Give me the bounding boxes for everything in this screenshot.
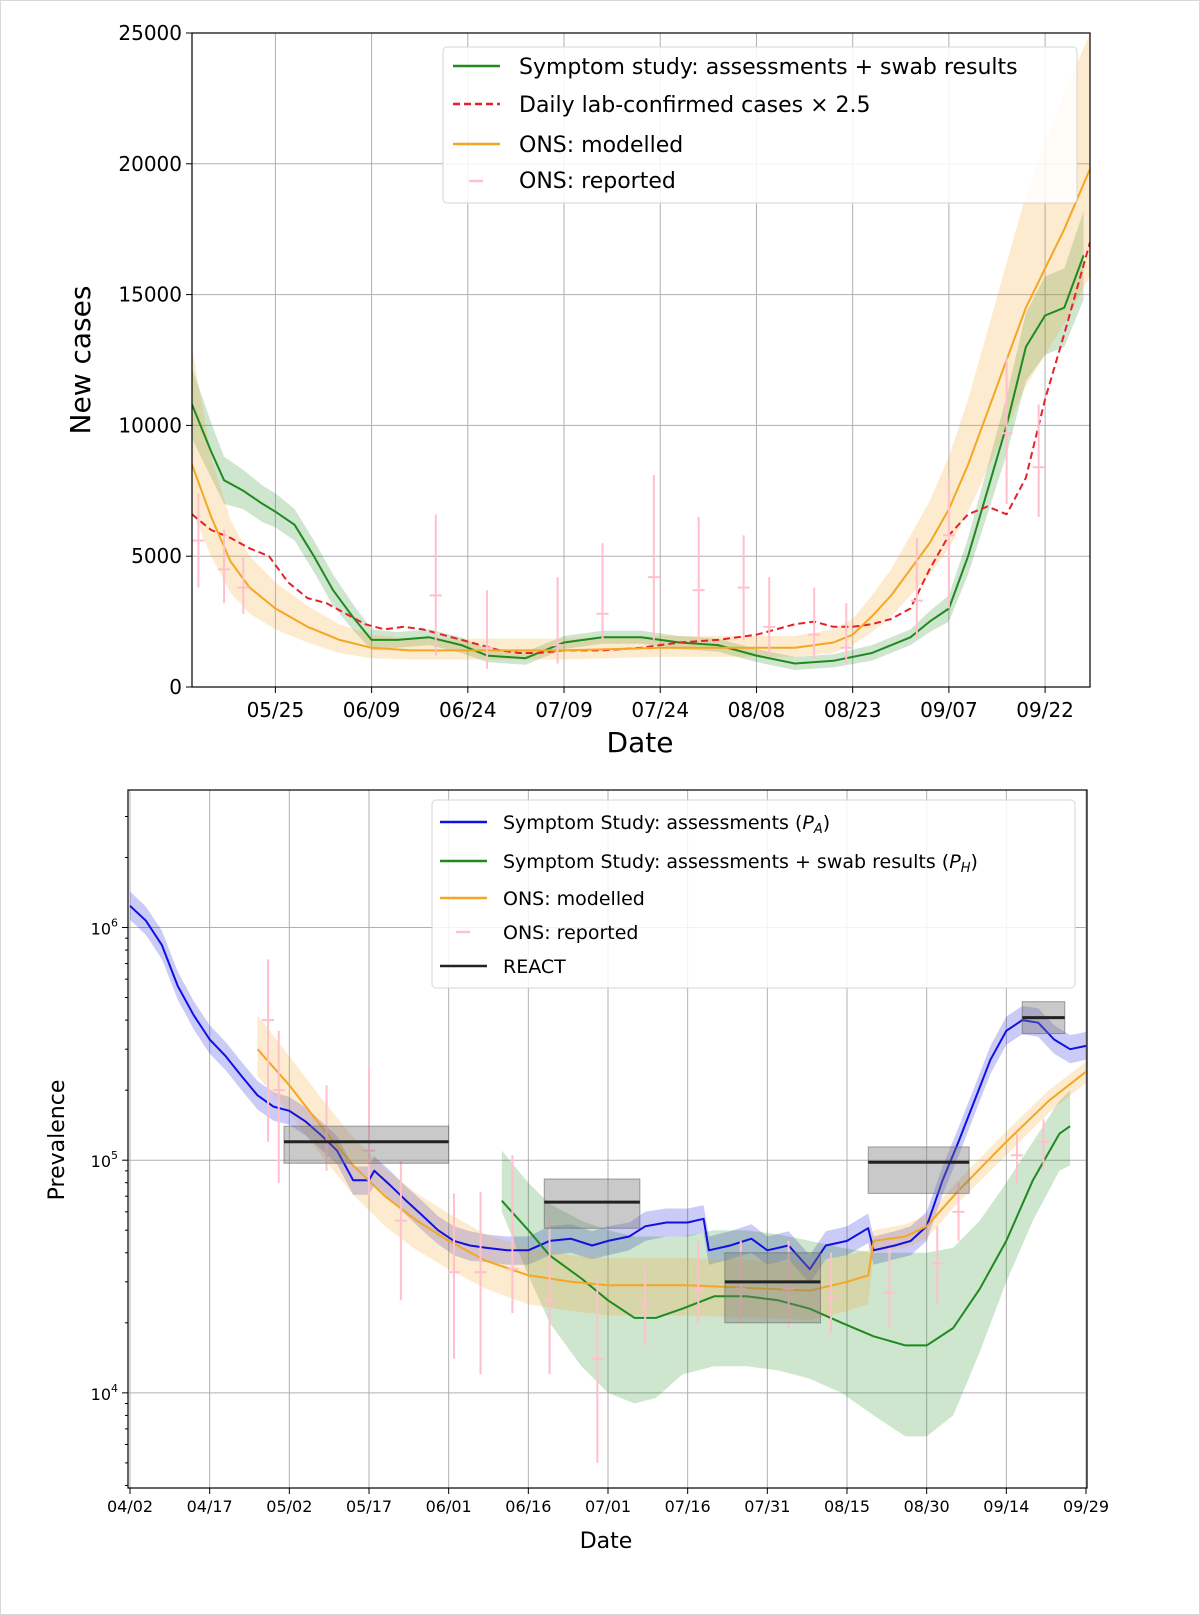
x-tick-label: 07/16 [665, 1497, 711, 1516]
x-tick-label: 05/25 [247, 698, 305, 722]
top-axes-frame [191, 32, 1091, 688]
confidence-band-2 [192, 33, 1090, 660]
top-plot-area [192, 33, 1090, 670]
y-tick-exponent: 5 [111, 1149, 118, 1162]
x-tick-label: 06/01 [426, 1497, 472, 1516]
confidence-band-1 [501, 1090, 1071, 1437]
legend-label-assessments: Symptom Study: assessments (PA) [503, 812, 830, 837]
y-tick-base: 10 [91, 1385, 111, 1404]
y-tick-label: 15000 [118, 283, 182, 307]
legend-label-ons-reported: ONS: reported [503, 922, 638, 944]
react-interval-box [724, 1252, 821, 1324]
y-tick-label: 20000 [118, 152, 182, 176]
x-tick-label: 07/01 [585, 1497, 631, 1516]
legend-label-lab-confirmed: Daily lab-confirmed cases × 2.5 [519, 93, 871, 118]
legend-label-symptom-study: Symptom study: assessments + swab result… [519, 55, 1018, 80]
x-tick-label: 09/22 [1016, 698, 1074, 722]
series-line-2 [256, 1048, 1087, 1292]
x-tick-label: 09/07 [920, 698, 978, 722]
bottom-x-axis-label: Date [580, 1529, 633, 1554]
legend-text-after: ) [970, 851, 977, 873]
bottom-legend: Symptom Study: assessments (PA) Symptom … [431, 799, 1076, 989]
x-tick-label: 08/15 [824, 1497, 870, 1516]
legend-math: P [949, 851, 961, 873]
bottom-ticks: 04/02 04/17 05/02 05/17 06/01 06/16 07/01 07/16… [91, 816, 1109, 1516]
legend-label-ons-modelled: ONS: modelled [519, 133, 683, 158]
y-tick-label: 25000 [118, 21, 182, 45]
x-tick-label: 05/17 [346, 1497, 392, 1516]
top-x-axis-label: Date [607, 726, 674, 759]
legend-text: Symptom Study: assessments ( [503, 812, 802, 834]
x-tick-label: 08/23 [824, 698, 882, 722]
series-line-1 [192, 242, 1090, 654]
series-line-0 [129, 905, 1087, 1271]
top-legend: Symptom study: assessments + swab result… [442, 46, 1078, 204]
x-tick-label: 08/08 [728, 698, 786, 722]
x-tick-label: 08/30 [904, 1497, 950, 1516]
top-ticks: 05/25 06/09 06/24 07/09 07/24 08/08 08/23 09/07… [118, 21, 1074, 722]
y-tick-base: 10 [91, 920, 111, 939]
legend-subscript: A [813, 822, 823, 837]
top-legend-box [442, 46, 1078, 204]
x-tick-label: 09/29 [1063, 1497, 1109, 1516]
x-tick-label: 06/24 [439, 698, 497, 722]
y-tick-label: 10000 [118, 413, 182, 437]
y-tick-exponent: 4 [111, 1382, 118, 1395]
top-y-axis-label: New cases [64, 286, 97, 435]
y-tick-label: 105 [91, 1149, 118, 1171]
y-tick-exponent: 6 [111, 917, 118, 930]
x-tick-label: 07/31 [744, 1497, 790, 1516]
y-tick-label: 0 [169, 675, 182, 699]
legend-subscript: H [961, 861, 971, 876]
new-cases-chart: 05/25 06/09 06/24 07/09 07/24 08/08 08/23 09/07… [64, 21, 1091, 759]
x-tick-label: 07/24 [631, 698, 689, 722]
react-interval-box [283, 1125, 450, 1164]
bottom-plot-area [129, 891, 1087, 1463]
x-tick-label: 06/16 [505, 1497, 551, 1516]
series-line-1 [501, 1125, 1071, 1347]
legend-math: P [802, 812, 814, 834]
x-tick-label: 04/02 [107, 1497, 153, 1516]
x-tick-label: 05/02 [266, 1497, 312, 1516]
x-tick-label: 06/09 [343, 698, 401, 722]
y-tick-label: 5000 [131, 544, 182, 568]
legend-text-after: ) [823, 812, 830, 834]
y-tick-base: 10 [91, 1152, 111, 1171]
legend-label-ons-modelled: ONS: modelled [503, 888, 645, 910]
legend-text: Symptom Study: assessments + swab result… [503, 851, 949, 873]
y-tick-label: 104 [91, 1382, 118, 1404]
legend-label-ons-reported: ONS: reported [519, 169, 676, 194]
x-tick-label: 04/17 [187, 1497, 233, 1516]
legend-label-assessments-swab: Symptom Study: assessments + swab result… [503, 851, 978, 876]
react-interval-box [867, 1146, 970, 1194]
x-tick-label: 09/14 [983, 1497, 1029, 1516]
x-tick-label: 07/09 [535, 698, 593, 722]
bottom-legend-box [431, 799, 1076, 989]
y-tick-label: 106 [91, 917, 118, 939]
bottom-y-axis-label: Prevalence [45, 1080, 70, 1201]
prevalence-chart: 04/02 04/17 05/02 05/17 06/01 06/16 07/01 07/16… [45, 789, 1109, 1554]
legend-label-react: REACT [503, 956, 566, 978]
